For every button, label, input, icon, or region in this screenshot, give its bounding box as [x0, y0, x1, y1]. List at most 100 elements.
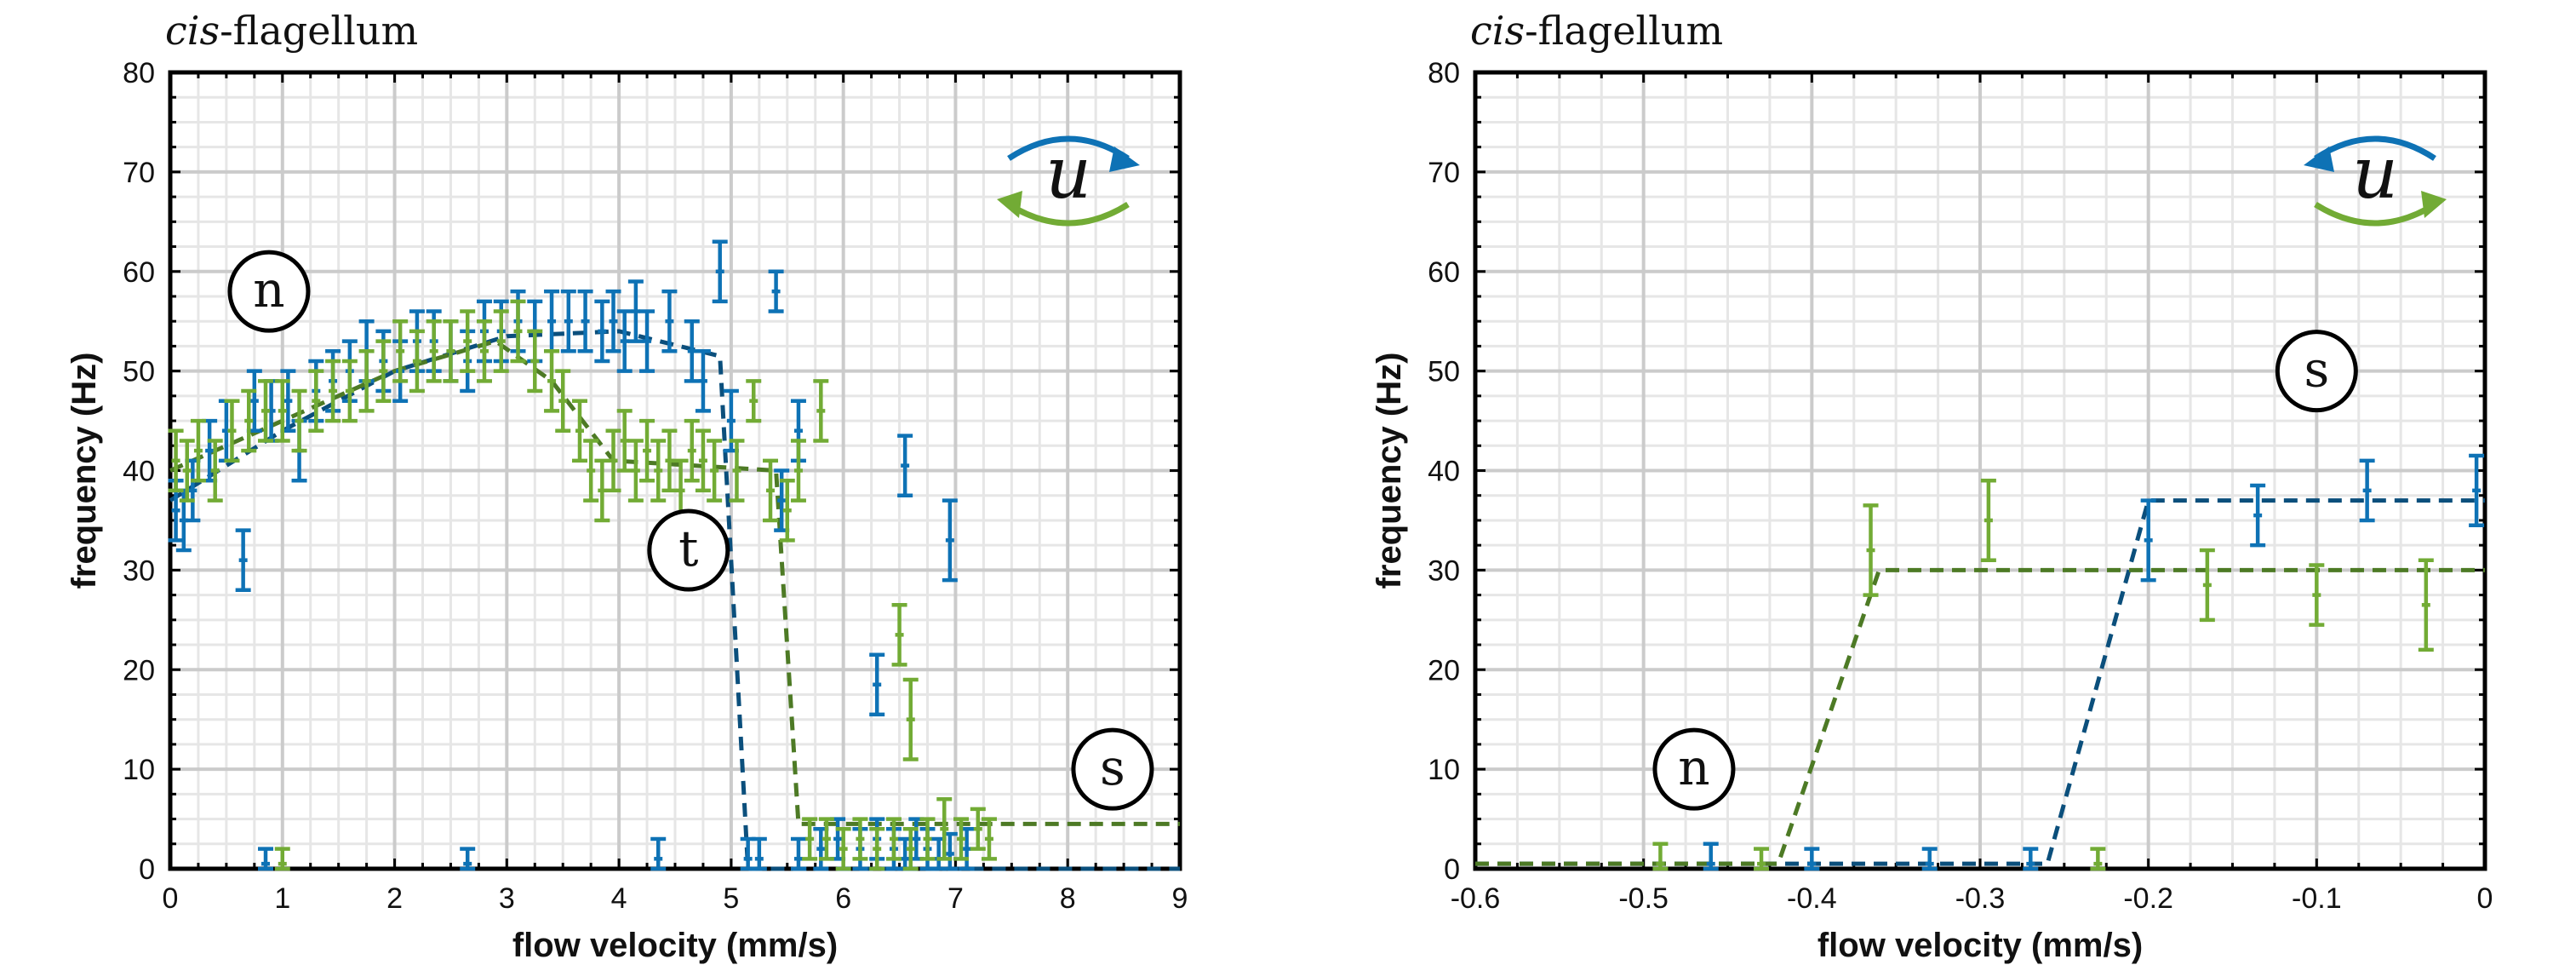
data-point — [2023, 847, 2039, 871]
data-point — [594, 299, 610, 364]
series-blue — [1703, 453, 2485, 871]
data-point — [274, 379, 290, 443]
chart-title-italic: cis — [1470, 8, 1525, 54]
data-point — [168, 428, 184, 493]
data-point — [555, 369, 571, 433]
y-tick-label: 30 — [1428, 554, 1460, 587]
data-point — [942, 498, 958, 583]
data-point — [942, 831, 958, 871]
data-point — [897, 434, 913, 497]
bottom-arrow-icon — [1007, 202, 1130, 227]
y-tick-label: 40 — [1428, 456, 1460, 488]
data-point — [684, 319, 700, 383]
x-tick-label: 2 — [386, 882, 403, 915]
data-point — [902, 827, 919, 871]
ticks — [1474, 71, 2487, 870]
data-point — [746, 379, 762, 423]
data-point — [2418, 558, 2434, 652]
grid — [1474, 71, 2487, 870]
x-tick-label: -0.5 — [1618, 882, 1669, 915]
data-point — [818, 817, 834, 861]
right-chart-panel: -0.6 -0.5 -0.4 -0.3 -0.2 -0.1 0 0 10 20 30 40 50 60 70… — [1371, 8, 2493, 964]
data-point — [224, 399, 240, 463]
data-point — [179, 439, 195, 503]
data-point — [852, 817, 868, 861]
fit-line-blue — [169, 329, 1180, 871]
x-tick-label: 5 — [723, 882, 739, 915]
x-axis-label: flow velocity (mm/s) — [512, 927, 838, 964]
fit-line-green — [1475, 567, 2485, 866]
x-tick-label: 0 — [163, 882, 179, 915]
top-arrowhead-icon — [2304, 146, 2334, 172]
data-point — [763, 458, 779, 523]
data-point — [274, 847, 290, 871]
data-point — [443, 319, 459, 383]
data-point — [577, 289, 593, 353]
region-circle — [2275, 330, 2358, 413]
region-label: t — [678, 520, 698, 577]
data-point — [639, 418, 655, 483]
y-tick-label: 80 — [123, 57, 155, 89]
chart-title: cis-flagellum — [1470, 8, 1723, 54]
data-point — [375, 339, 392, 403]
data-point — [751, 836, 767, 871]
region-circle — [1071, 727, 1154, 811]
data-point — [768, 269, 784, 313]
series-green — [1652, 478, 2434, 871]
chart-title: cis-flagellum — [165, 8, 418, 54]
data-point — [2309, 563, 2325, 627]
fit-line-green — [169, 338, 1180, 826]
data-point — [308, 369, 324, 433]
data-point — [707, 439, 723, 503]
region-label: n — [253, 261, 284, 319]
data-point — [594, 458, 610, 523]
data-point — [2140, 498, 2156, 583]
data-point — [970, 807, 986, 851]
data-point — [325, 359, 341, 423]
region-label: n — [1678, 738, 1709, 796]
data-point — [493, 309, 509, 373]
x-tick-label: 4 — [611, 882, 627, 915]
data-point — [510, 299, 526, 364]
data-point — [639, 309, 655, 373]
data-point — [527, 329, 543, 393]
data-point — [207, 439, 223, 503]
data-point — [571, 399, 587, 463]
data-point — [661, 428, 678, 493]
data-point — [790, 439, 806, 503]
data-point — [258, 847, 274, 871]
data-point — [190, 418, 206, 483]
region-circle — [647, 508, 730, 592]
data-point — [869, 827, 885, 871]
x-tick-label: -0.1 — [2292, 882, 2342, 915]
x-tick-label: -0.3 — [1955, 882, 2006, 915]
x-tick-label: -0.2 — [2123, 882, 2173, 915]
data-point — [341, 359, 358, 423]
data-point — [936, 796, 953, 861]
data-point — [790, 836, 806, 871]
bottom-arrow-icon — [2314, 202, 2436, 227]
rotation-indicator: u — [997, 131, 1140, 227]
data-point — [2090, 847, 2106, 871]
data-point — [605, 289, 621, 353]
data-point — [460, 847, 476, 871]
y-tick-label: 50 — [123, 356, 155, 388]
data-point — [1863, 503, 1879, 597]
data-point — [291, 388, 307, 453]
data-point — [476, 319, 492, 383]
chart-title-italic: cis — [165, 8, 220, 54]
data-point — [560, 289, 576, 353]
data-point — [627, 439, 644, 503]
y-tick-label: 60 — [1428, 256, 1460, 289]
data-point — [544, 349, 560, 413]
data-point — [616, 309, 633, 373]
data-point — [426, 319, 442, 383]
y-tick-label: 0 — [1444, 853, 1460, 886]
region-label: s — [2304, 341, 2329, 399]
x-tick-label: 0 — [2477, 882, 2493, 915]
bottom-arrowhead-icon — [997, 191, 1022, 218]
fit-line-blue — [1475, 498, 2485, 866]
data-point — [358, 349, 375, 413]
y-tick-label: 70 — [1428, 157, 1460, 189]
